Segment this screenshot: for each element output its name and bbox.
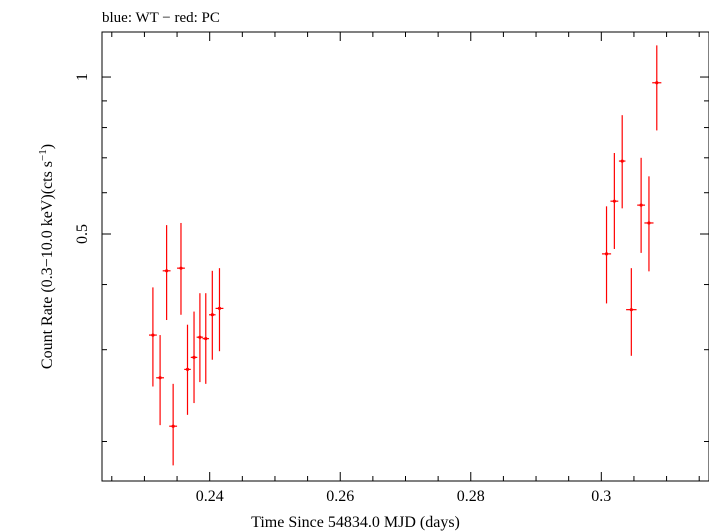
x-tick-label: 0.28: [457, 488, 485, 505]
x-tick-label: 0.24: [196, 488, 224, 505]
x-axis-label: Time Since 54834.0 MJD (days): [251, 514, 460, 531]
point-marker: [612, 199, 616, 203]
data-point: [618, 115, 626, 209]
data-point: [156, 335, 165, 426]
point-marker: [158, 376, 162, 380]
data-series-pc: [148, 45, 662, 466]
y-tick-label: 0.5: [74, 224, 91, 244]
data-point: [202, 293, 210, 384]
y-axis-label-end: ): [39, 144, 56, 149]
chart-title: blue: WT − red: PC: [102, 10, 220, 26]
data-point: [644, 176, 654, 272]
data-point: [215, 268, 224, 352]
data-point: [196, 293, 204, 383]
plot-frame: [101, 31, 709, 482]
data-point: [177, 222, 185, 315]
point-marker: [151, 333, 155, 337]
data-point: [169, 383, 178, 466]
point-marker: [192, 355, 196, 359]
data-point: [637, 157, 646, 253]
point-marker: [179, 266, 183, 270]
data-point: [162, 225, 171, 321]
x-tick-label: 0.3: [591, 488, 611, 505]
data-point: [610, 153, 619, 249]
data-point: [148, 287, 157, 387]
data-point: [190, 311, 198, 404]
point-marker: [204, 337, 208, 341]
data-point: [601, 206, 612, 304]
y-axis-label: Count Rate (0.3−10.0 keV)(cts s−1): [37, 144, 56, 369]
point-marker: [647, 221, 651, 225]
point-marker: [185, 367, 190, 371]
point-marker: [604, 252, 609, 256]
data-point: [209, 270, 216, 360]
data-point: [652, 45, 662, 131]
axis-ticks: [102, 32, 709, 481]
tick-labels: 0.24 0.26 0.28 0.3 0.5 1: [74, 73, 611, 505]
data-point: [626, 268, 637, 356]
y-tick-label: 1: [74, 73, 91, 81]
point-marker: [198, 335, 202, 339]
point-marker: [165, 269, 169, 273]
point-marker: [210, 313, 214, 317]
point-marker: [629, 308, 633, 312]
y-axis-label-superscript: −1: [37, 149, 49, 161]
point-marker: [171, 424, 175, 428]
y-axis-label-main: Count Rate (0.3−10.0 keV)(cts s: [39, 161, 56, 369]
x-tick-label: 0.26: [326, 488, 354, 505]
point-marker: [655, 81, 659, 85]
point-marker: [639, 203, 643, 207]
point-marker: [620, 159, 624, 163]
data-point: [184, 324, 191, 415]
point-marker: [217, 306, 222, 311]
